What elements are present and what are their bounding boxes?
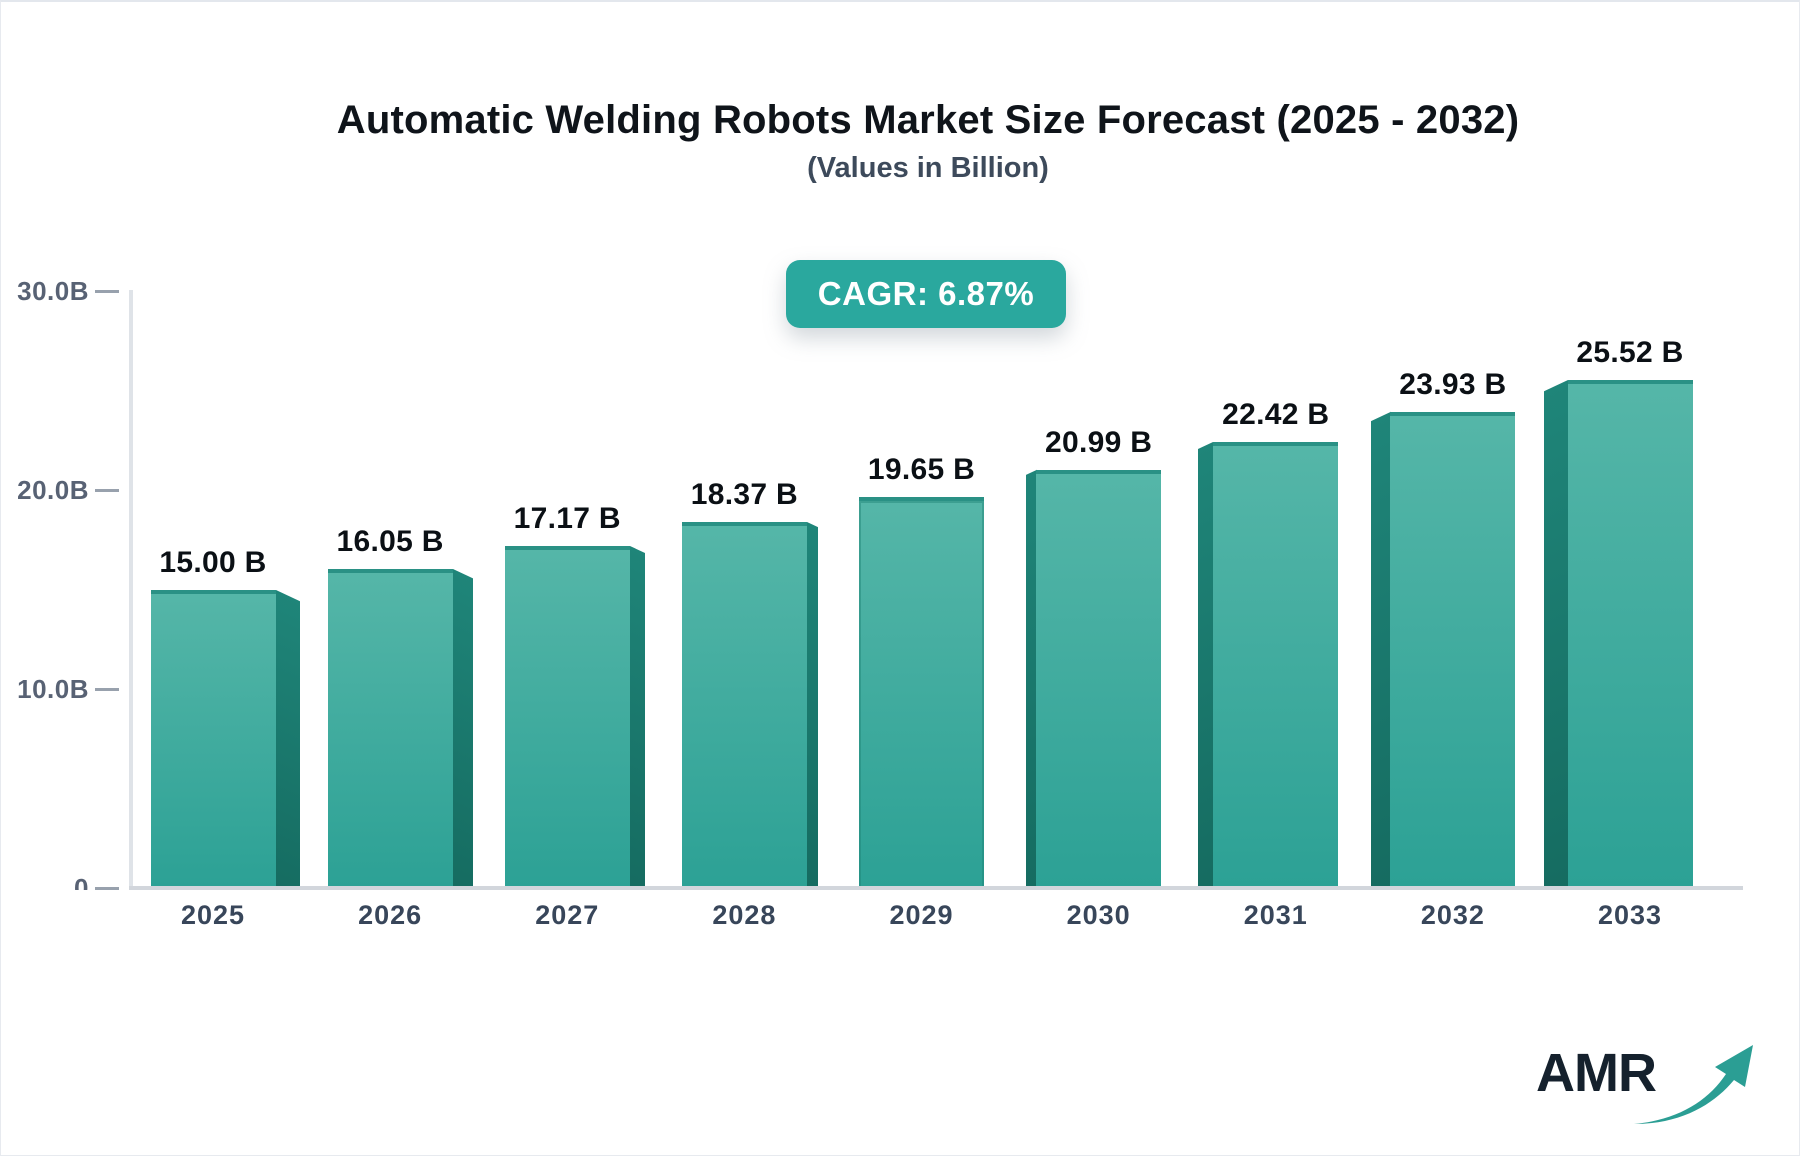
x-tick-label: 2032 — [1420, 900, 1485, 930]
plot-area: 30.0B 20.0B 10.0B 0 15.00 B 16.05 B 17.17 B 18.… — [1, 2, 1799, 890]
page-subtitle: (Values in Billion) — [807, 152, 1049, 184]
bar-side-face — [1370, 411, 1391, 890]
y-tick — [95, 687, 119, 691]
bar — [1213, 441, 1339, 888]
bar-value-label: 25.52 B — [1576, 336, 1684, 370]
x-tick-label: 2029 — [889, 900, 954, 930]
y-tick-label: 10.0B — [17, 674, 89, 704]
amr-logo-text: AMR — [1536, 1043, 1657, 1103]
bar-side-face — [806, 522, 818, 890]
x-tick-label: 2027 — [535, 900, 600, 930]
trend-arrow-icon — [1634, 1045, 1753, 1124]
y-tick — [95, 488, 119, 492]
bar-value-label: 15.00 B — [159, 545, 267, 579]
bar-value-label: 17.17 B — [513, 502, 621, 536]
x-tick-label: 2028 — [712, 900, 777, 930]
cagr-badge: CAGR: 6.87% — [786, 260, 1066, 328]
bar-value-label: 23.93 B — [1399, 367, 1507, 401]
page-title: Automatic Welding Robots Market Size For… — [336, 98, 1520, 142]
y-tick-label: 0 — [74, 873, 89, 890]
bar-side-face — [629, 546, 645, 890]
y-tick — [95, 289, 119, 293]
bar-value-label: 20.99 B — [1045, 426, 1153, 460]
y-axis-line — [129, 290, 133, 888]
bar — [859, 496, 984, 888]
bar-value-label: 16.05 B — [336, 524, 444, 558]
bar-side-face — [1198, 441, 1214, 890]
bar — [1390, 411, 1516, 888]
bar-value-label: 22.42 B — [1222, 397, 1330, 431]
x-tick-label: 2031 — [1243, 900, 1308, 930]
x-tick-label: 2025 — [180, 900, 246, 930]
bar — [327, 568, 453, 888]
x-tick-label: 2033 — [1597, 900, 1663, 930]
y-tick — [95, 886, 119, 890]
x-axis-line — [129, 886, 1743, 890]
bar-value-label: 19.65 B — [867, 452, 976, 486]
y-tick-label: 30.0B — [17, 276, 89, 306]
x-tick-label: 2030 — [1066, 900, 1131, 930]
bar-side-face — [1543, 380, 1568, 890]
x-tick-label: 2026 — [358, 900, 423, 930]
bar-side-face — [1025, 470, 1037, 890]
cagr-badge-label: CAGR: 6.87% — [817, 275, 1035, 312]
bar-side-face — [275, 589, 300, 890]
bar — [150, 589, 276, 888]
bar — [1036, 470, 1162, 888]
y-tick-label: 20.0B — [17, 475, 89, 505]
brand-logo: AMR — [1536, 1042, 1756, 1132]
bar — [1567, 380, 1693, 888]
bar — [504, 546, 630, 888]
bar-value-label: 18.37 B — [690, 478, 798, 512]
bar-side-face — [452, 568, 473, 890]
bar — [681, 522, 807, 888]
